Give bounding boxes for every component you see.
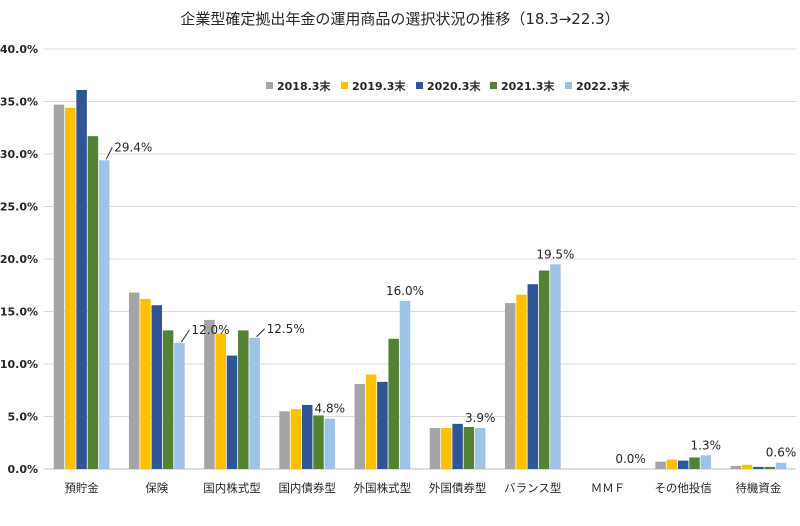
- bar-2018.3末-保険: [128, 292, 140, 469]
- bar-2020.3末-国内株式型: [226, 355, 238, 469]
- legend-label: 2021.3末: [501, 79, 555, 93]
- bar-2020.3末-保険: [151, 305, 163, 469]
- bar-2022.3末-預貯金: [98, 160, 110, 470]
- y-tick-label: 25.0%: [0, 201, 38, 214]
- bar-2020.3末-外国株式型: [377, 381, 388, 469]
- x-category-label: ＭＭＦ: [591, 481, 626, 495]
- bar-2021.3末-国内債券型: [313, 415, 324, 469]
- leader-line: [256, 328, 265, 338]
- bar-2022.3末-国内債券型: [324, 418, 336, 469]
- x-axis-categories: 預貯金 保険 国内株式型 国内債券型 外国株式型 外国債券型 バランス型 ＭＭＦ その他投信 待機…: [64, 481, 782, 495]
- x-category-label: バランス型: [504, 481, 561, 495]
- bar-2019.3末-待機資金: [741, 464, 753, 469]
- bar-2022.3末-外国債券型: [474, 428, 486, 469]
- bar-2019.3末-預貯金: [65, 107, 76, 470]
- y-tick-label: 0.0%: [7, 463, 38, 476]
- bar-2022.3末-バランス型: [550, 264, 561, 469]
- y-tick-label: 10.0%: [0, 358, 38, 371]
- x-category-label: 保険: [145, 481, 168, 495]
- chart-title: 企業型確定拠出年金の運用商品の選択状況の推移（18.3→22.3）: [180, 10, 619, 28]
- y-tick-label: 35.0%: [0, 96, 38, 109]
- data-label: 16.0%: [386, 284, 424, 298]
- bar-2019.3末-外国株式型: [365, 374, 377, 469]
- legend-label: 2022.3末: [576, 79, 630, 93]
- legend: 2018.3末 2019.3末 2020.3末 2021.3末 2022.3末: [266, 79, 630, 93]
- bar-2021.3末-その他投信: [689, 457, 700, 469]
- data-label: 4.8%: [315, 402, 346, 416]
- bar-2022.3末-その他投信: [700, 455, 712, 469]
- data-labels: 29.4% 12.0% 12.5% 4.8% 16.0% 3.9% 19.5% 0.0% 1.3…: [105, 140, 797, 466]
- x-category-label: 国内債券型: [278, 481, 336, 495]
- data-label: 12.0%: [191, 323, 229, 337]
- legend-label: 2019.3末: [352, 79, 406, 93]
- y-tick-label: 15.0%: [0, 306, 38, 319]
- legend-swatch: [416, 82, 423, 89]
- bar-2022.3末-保険: [174, 343, 185, 469]
- bar-2022.3末-国内株式型: [249, 337, 260, 469]
- bars: [53, 89, 787, 470]
- x-category-label: その他投信: [654, 481, 712, 495]
- bar-2021.3末-保険: [162, 330, 174, 469]
- legend-label: 2018.3末: [277, 79, 331, 93]
- x-category-label: 外国債券型: [429, 481, 487, 495]
- data-label: 0.0%: [615, 452, 646, 466]
- y-tick-label: 30.0%: [0, 148, 38, 161]
- bar-2018.3末-外国株式型: [354, 383, 366, 469]
- data-label: 12.5%: [267, 322, 305, 336]
- bar-2021.3末-バランス型: [538, 270, 550, 469]
- bar-2021.3末-外国債券型: [463, 427, 475, 469]
- y-axis-ticks: 0.0% 5.0% 10.0% 15.0% 20.0% 25.0% 30.0% 35.0% 40…: [0, 43, 38, 476]
- bar-2020.3末-国内債券型: [301, 404, 313, 469]
- x-category-label: 預貯金: [64, 481, 99, 495]
- data-label: 0.6%: [766, 446, 797, 460]
- bar-2018.3末-バランス型: [504, 303, 516, 469]
- bar-2018.3末-預貯金: [53, 104, 65, 470]
- legend-swatch: [565, 82, 572, 89]
- bar-2022.3末-待機資金: [775, 462, 787, 469]
- bar-2018.3末-国内株式型: [204, 319, 215, 469]
- data-label: 3.9%: [465, 411, 496, 425]
- bar-2019.3末-国内債券型: [290, 409, 302, 469]
- bar-2022.3末-外国株式型: [399, 301, 411, 469]
- bar-2019.3末-その他投信: [666, 459, 678, 469]
- x-category-label: 国内株式型: [203, 481, 261, 495]
- bar-2021.3末-国内株式型: [238, 330, 249, 469]
- bar-2019.3末-外国債券型: [441, 428, 452, 469]
- x-category-label: 外国株式型: [354, 481, 412, 495]
- bar-2021.3末-待機資金: [764, 466, 775, 469]
- legend-label: 2020.3末: [427, 79, 481, 93]
- y-tick-label: 20.0%: [0, 253, 38, 266]
- legend-swatch: [266, 82, 273, 89]
- bar-2018.3末-その他投信: [655, 461, 666, 469]
- x-category-label: 待機資金: [735, 481, 781, 495]
- leader-line: [105, 147, 113, 160]
- data-label: 29.4%: [114, 140, 152, 154]
- bar-2018.3末-国内債券型: [279, 411, 290, 469]
- bar-2021.3末-外国株式型: [388, 338, 399, 469]
- data-label: 19.5%: [536, 247, 574, 261]
- y-tick-label: 5.0%: [7, 411, 38, 424]
- bar-2020.3末-バランス型: [527, 284, 539, 469]
- bar-2018.3末-待機資金: [730, 465, 742, 469]
- bar-2018.3末-外国債券型: [429, 428, 441, 469]
- bar-2019.3末-国内株式型: [215, 333, 226, 469]
- bar-2020.3末-外国債券型: [452, 423, 463, 469]
- bar-2019.3末-保険: [140, 298, 151, 469]
- bar-2020.3末-待機資金: [753, 466, 764, 469]
- bar-2019.3末-バランス型: [516, 294, 527, 469]
- data-label: 1.3%: [691, 438, 722, 452]
- legend-swatch: [341, 82, 348, 89]
- bar-2021.3末-預貯金: [87, 136, 99, 469]
- leader-line: [180, 329, 190, 343]
- bar-2020.3末-預貯金: [76, 89, 87, 469]
- bar-2020.3末-その他投信: [677, 460, 689, 469]
- y-tick-label: 40.0%: [0, 43, 38, 56]
- legend-swatch: [490, 82, 497, 89]
